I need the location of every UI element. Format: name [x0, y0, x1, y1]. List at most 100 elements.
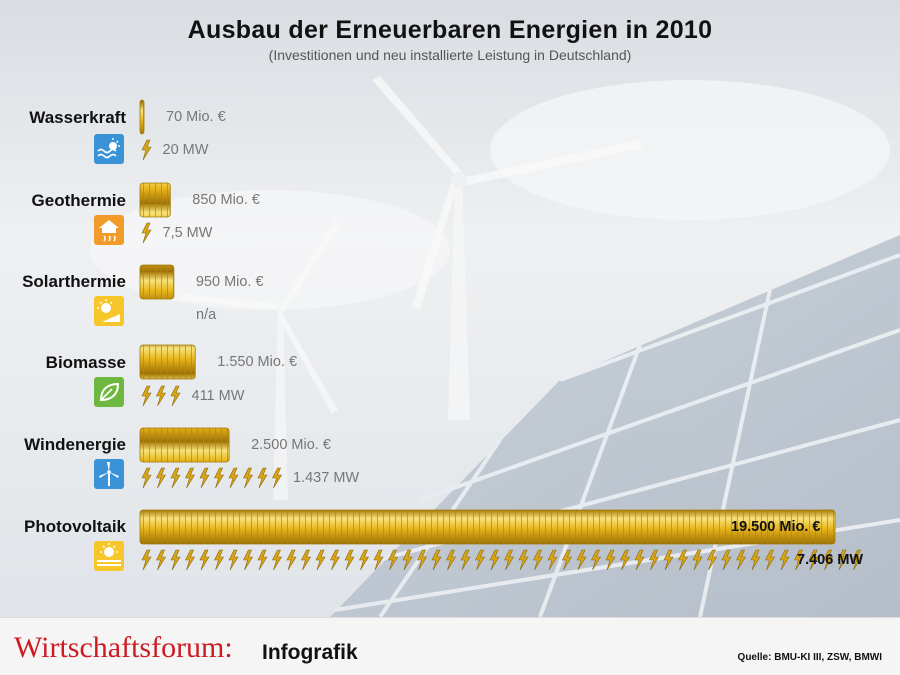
capacity-bolt-photovoltaik: [475, 549, 486, 571]
capacity-bolt-photovoltaik: [750, 549, 761, 571]
capacity-bolt-photovoltaik: [373, 549, 384, 571]
capacity-bolt-photovoltaik: [417, 549, 428, 571]
capacity-bolt-photovoltaik: [547, 549, 558, 571]
capacity-bolt-photovoltaik: [330, 549, 341, 571]
capacity-bolt-photovoltaik: [315, 549, 326, 571]
capacity-bolt-biomasse: [156, 385, 167, 407]
investment-bar-windenergie: [139, 427, 230, 463]
capacity-bolt-photovoltaik: [170, 549, 181, 571]
capacity-bolt-photovoltaik: [359, 549, 370, 571]
capacity-bolt-wasserkraft: [141, 139, 152, 161]
capacity-bolt-windenergie: [228, 467, 239, 489]
capacity-bolt-photovoltaik: [837, 549, 848, 571]
capacity-bolt-photovoltaik: [257, 549, 268, 571]
investment-bar-wasserkraft: [139, 99, 145, 135]
capacity-bolt-photovoltaik: [678, 549, 689, 571]
leaf-icon: [94, 377, 124, 407]
capacity-bolt-photovoltaik: [852, 549, 863, 571]
capacity-bolt-photovoltaik: [214, 549, 225, 571]
capacity-bolt-photovoltaik: [533, 549, 544, 571]
capacity-bolt-photovoltaik: [301, 549, 312, 571]
capacity-label-photovoltaik: 7.406 MW: [797, 552, 864, 568]
capacity-label-windenergie: 1.437 MW: [293, 470, 360, 486]
investment-label-biomasse: 1.550 Mio. €: [217, 354, 298, 370]
capacity-bolt-windenergie: [141, 467, 152, 489]
category-label-photovoltaik: Photovoltaik: [23, 517, 126, 536]
capacity-bolt-photovoltaik: [460, 549, 471, 571]
investment-bar-geothermie: [139, 182, 171, 218]
brand-logo-text: Wirtschaftsforum:: [14, 631, 233, 664]
capacity-bolt-windenergie: [272, 467, 283, 489]
capacity-bolt-windenergie: [214, 467, 225, 489]
category-label-windenergie: Windenergie: [24, 435, 126, 454]
wind-turbine-photo-2: [180, 220, 341, 500]
capacity-bolt-photovoltaik: [765, 549, 776, 571]
capacity-label-solarthermie: n/a: [196, 307, 217, 323]
capacity-bolt-photovoltaik: [185, 549, 196, 571]
category-label-solarthermie: Solarthermie: [22, 272, 126, 291]
capacity-bolt-photovoltaik: [736, 549, 747, 571]
capacity-bolt-windenergie: [156, 467, 167, 489]
capacity-bolt-photovoltaik: [562, 549, 573, 571]
capacity-bolt-photovoltaik: [141, 549, 152, 571]
capacity-bolt-photovoltaik: [707, 549, 718, 571]
investment-label-solarthermie: 950 Mio. €: [195, 274, 264, 290]
capacity-bolt-photovoltaik: [489, 549, 500, 571]
capacity-bolt-biomasse: [141, 385, 152, 407]
category-label-geothermie: Geothermie: [31, 191, 126, 210]
capacity-bolt-photovoltaik: [228, 549, 239, 571]
capacity-bolt-photovoltaik: [272, 549, 283, 571]
solar-module-icon: [94, 541, 124, 571]
capacity-bolt-windenergie: [185, 467, 196, 489]
capacity-bolt-photovoltaik: [243, 549, 254, 571]
capacity-label-wasserkraft: 20 MW: [162, 142, 209, 158]
capacity-bolt-windenergie: [257, 467, 268, 489]
wind-turbine-icon: [94, 459, 124, 489]
category-label-biomasse: Biomasse: [45, 353, 126, 372]
footer-bar: [0, 617, 900, 675]
capacity-bolt-photovoltaik: [446, 549, 457, 571]
source-note: Quelle: BMU-KI III, ZSW, BMWI: [737, 652, 882, 663]
investment-label-geothermie: 850 Mio. €: [192, 192, 260, 208]
capacity-bolt-photovoltaik: [518, 549, 529, 571]
capacity-bolt-photovoltaik: [779, 549, 790, 571]
investment-bar-photovoltaik: [139, 509, 836, 545]
capacity-bolt-photovoltaik: [431, 549, 442, 571]
investment-bar-solarthermie: [139, 264, 175, 300]
capacity-bolt-windenergie: [170, 467, 181, 489]
capacity-label-geothermie: 7,5 MW: [162, 225, 213, 241]
capacity-bolt-photovoltaik: [808, 549, 819, 571]
investment-label-wasserkraft: 70 Mio. €: [166, 109, 226, 125]
water-sun-icon: [94, 134, 124, 164]
capacity-bolt-photovoltaik: [605, 549, 616, 571]
capacity-bolt-photovoltaik: [620, 549, 631, 571]
capacity-bolt-photovoltaik: [402, 549, 413, 571]
capacity-bolt-biomasse: [170, 385, 181, 407]
capacity-bolt-photovoltaik: [199, 549, 210, 571]
investment-bar-biomasse: [139, 344, 196, 380]
capacity-bolt-photovoltaik: [156, 549, 167, 571]
investment-label-windenergie: 2.500 Mio. €: [251, 437, 331, 453]
wind-turbine-photo-1: [372, 76, 642, 420]
capacity-bolt-photovoltaik: [504, 549, 515, 571]
house-heat-icon: [94, 215, 124, 245]
chart-title: Ausbau der Erneuerbaren Energien in 2010: [187, 16, 713, 44]
capacity-bolt-photovoltaik: [591, 549, 602, 571]
brand-subtitle: Infografik: [262, 641, 358, 664]
capacity-bolt-photovoltaik: [286, 549, 297, 571]
capacity-bolt-photovoltaik: [692, 549, 703, 571]
capacity-bolt-geothermie: [141, 222, 152, 244]
capacity-bolt-windenergie: [199, 467, 210, 489]
capacity-bolt-photovoltaik: [634, 549, 645, 571]
capacity-bolt-photovoltaik: [388, 549, 399, 571]
capacity-bolt-photovoltaik: [794, 549, 805, 571]
investment-label-photovoltaik: 19.500 Mio. €: [731, 519, 821, 535]
capacity-label-biomasse: 411 MW: [191, 388, 245, 404]
sun-panel-icon: [94, 296, 124, 326]
capacity-bolt-windenergie: [243, 467, 254, 489]
capacity-bolt-photovoltaik: [721, 549, 732, 571]
capacity-bolt-photovoltaik: [823, 549, 834, 571]
capacity-bolt-photovoltaik: [663, 549, 674, 571]
